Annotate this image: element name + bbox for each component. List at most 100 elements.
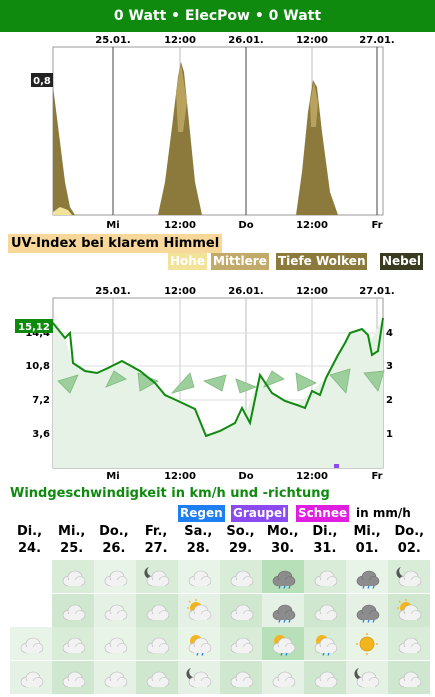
forecast-cell — [136, 660, 178, 694]
day-header: Mi., 25. — [50, 523, 93, 557]
legend-regen: Regen — [178, 505, 225, 522]
forecast-cell — [304, 593, 346, 627]
wind-title: Windgeschwindigkeit in km/h und -richtun… — [10, 486, 330, 501]
cloud-bottom-label-2: 12:00 — [164, 220, 196, 231]
day-header: Di., 31. — [303, 523, 346, 557]
wind-top-label-3: 26.01. — [228, 286, 263, 297]
wind-bottom-label-2: 12:00 — [164, 471, 196, 482]
forecast-icon-grid — [10, 560, 430, 694]
forecast-cell — [52, 627, 94, 660]
day-header: Do., 02. — [388, 523, 431, 557]
day-name: Fr., — [144, 524, 168, 539]
forecast-cell — [388, 660, 430, 694]
day-header: Fr., 27. — [135, 523, 178, 557]
forecast-cell — [136, 560, 178, 593]
forecast-cell — [262, 560, 304, 593]
day-header: Sa., 28. — [177, 523, 220, 557]
forecast-cell — [346, 560, 388, 593]
wind-speed-chart: 14,4 10,8 7,2 3,6 4 3 2 1 25.01. 12:00 2… — [15, 286, 395, 482]
forecast-cell — [10, 627, 52, 660]
day-name: Mo., — [266, 524, 299, 539]
day-header: Do., 26. — [92, 523, 135, 557]
app-header: 0 Watt • ElecPow • 0 Watt — [0, 0, 435, 32]
cloud-value-badge-text: 0,8 — [33, 76, 51, 87]
day-date: 26. — [102, 541, 126, 556]
wind-arrow-8 — [295, 372, 317, 392]
day-name: Mi., — [353, 524, 381, 539]
forecast-cell — [262, 593, 304, 627]
wind-right-ticks: 4 3 2 1 — [386, 328, 393, 440]
day-date: 29. — [228, 541, 253, 556]
day-name: Do., — [99, 524, 129, 539]
cloud-cover-chart: 25.01. 12:00 26.01. 12:00 27.01. Mi 12:0… — [31, 35, 395, 231]
forecast-cell — [304, 627, 346, 660]
day-name: Di., — [312, 524, 338, 539]
forecast-cell — [94, 593, 136, 627]
forecast-cell — [220, 660, 262, 694]
day-date: 28. — [186, 541, 210, 556]
legend-graupel: Graupel — [231, 505, 289, 522]
day-date: 01. — [355, 541, 379, 556]
wind-bottom-label-1: Mi — [106, 471, 119, 482]
day-name: Mi., — [58, 524, 86, 539]
cloud-top-label-5: 27.01. — [359, 35, 394, 46]
wind-bottom-labels: Mi 12:00 Do 12:00 Fr — [106, 471, 382, 482]
forecast-cell — [220, 627, 262, 660]
day-name: Di., — [16, 524, 43, 539]
day-header: Di., 24. — [8, 523, 51, 557]
wind-top-label-5: 27.01. — [359, 286, 394, 297]
cloud-area-2-mid — [176, 64, 187, 132]
forecast-cell — [346, 627, 388, 660]
precip-unit: in mm/h — [356, 506, 411, 520]
legend-nebel: Nebel — [380, 253, 424, 270]
wind-top-label-4: 12:00 — [296, 286, 328, 297]
day-name: Sa., — [184, 524, 213, 539]
day-date: 30. — [271, 541, 295, 556]
wind-top-labels: 25.01. 12:00 26.01. 12:00 27.01. — [95, 286, 394, 297]
forecast-cell — [94, 560, 136, 593]
wind-bottom-label-3: Do — [238, 471, 253, 482]
wind-value-badge-text: 15,12 — [18, 322, 50, 333]
cloud-bottom-label-5: Fr — [371, 220, 382, 231]
wind-bottom-label-5: Fr — [371, 471, 382, 482]
forecast-cell — [52, 593, 94, 627]
day-date: 24. — [17, 541, 42, 556]
legend-schnee: Schnee — [296, 505, 350, 522]
cloud-area-1-low — [53, 207, 72, 215]
forecast-cell — [388, 593, 430, 627]
wind-left-tick-4: 3,6 — [32, 429, 50, 440]
forecast-cell — [346, 660, 388, 694]
forecast-cell — [52, 660, 94, 694]
wind-area — [53, 318, 383, 468]
cloud-bottom-label-4: 12:00 — [296, 220, 328, 231]
cloud-bottom-label-3: Do — [238, 220, 253, 231]
cloud-top-labels: 25.01. 12:00 26.01. 12:00 27.01. — [95, 35, 394, 46]
legend-tiefe-wolken: Tiefe Wolken — [276, 253, 368, 270]
cloud-top-label-1: 25.01. — [95, 35, 130, 46]
forecast-cell — [262, 660, 304, 694]
wind-right-tick-4: 1 — [386, 429, 393, 440]
forecast-cell — [220, 593, 262, 627]
wind-arrow-6 — [235, 378, 258, 394]
cloud-areas — [53, 62, 338, 215]
day-date: 27. — [144, 541, 168, 556]
day-header: Mo., 30. — [261, 523, 304, 557]
wind-arrow-10 — [363, 370, 385, 392]
wind-arrow-4 — [170, 372, 195, 394]
wind-right-tick-1: 4 — [386, 328, 393, 339]
wind-speed-line — [52, 317, 384, 438]
wind-right-tick-2: 3 — [386, 361, 393, 372]
cloud-bottom-labels: Mi 12:00 Do 12:00 Fr — [106, 220, 382, 231]
cloud-top-label-4: 12:00 — [296, 35, 328, 46]
wind-left-tick-1: 14,4 — [25, 328, 50, 339]
forecast-cell — [262, 627, 304, 660]
wind-left-ticks: 14,4 10,8 7,2 3,6 — [25, 328, 50, 440]
forecast-cell — [388, 627, 430, 660]
wind-left-tick-2: 10,8 — [25, 361, 50, 372]
wind-direction-arrows — [57, 368, 385, 394]
legend-hohe: Hohe — [168, 253, 207, 270]
wind-arrow-9 — [329, 368, 351, 394]
forecast-cell — [178, 560, 220, 593]
precip-marker — [334, 464, 339, 468]
forecast-cell — [178, 660, 220, 694]
